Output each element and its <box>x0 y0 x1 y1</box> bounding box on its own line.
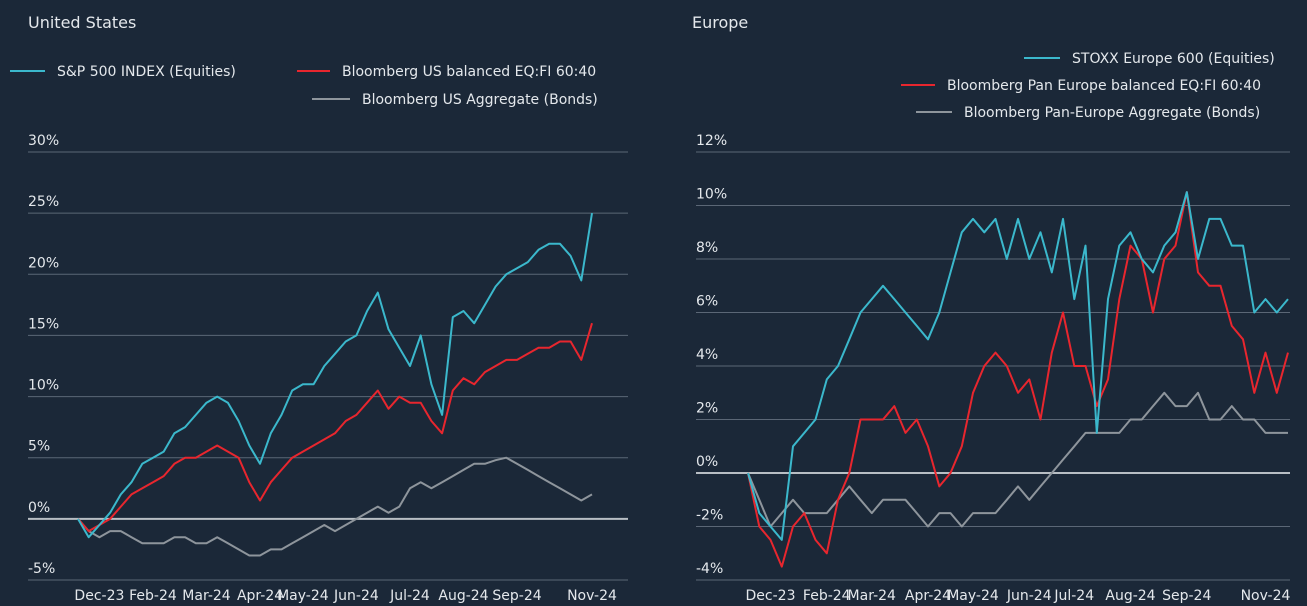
chart-title: Europe <box>692 13 748 32</box>
series-line <box>747 191 1289 541</box>
x-tick-label: Feb-24 <box>803 588 851 604</box>
x-tick-label: May-24 <box>947 588 999 604</box>
x-tick-label: Jul-24 <box>1053 588 1094 604</box>
x-tick-label: Jun-24 <box>1006 588 1052 604</box>
y-tick-label: 10% <box>696 187 727 203</box>
y-tick-label: 30% <box>28 133 59 149</box>
x-tick-label: Aug-24 <box>438 588 488 604</box>
y-tick-label: -2% <box>696 508 723 524</box>
y-tick-label: 0% <box>696 454 718 470</box>
x-tick-label: Mar-24 <box>182 588 230 604</box>
y-tick-label: 10% <box>28 378 59 394</box>
legend-label: Bloomberg US balanced EQ:FI 60:40 <box>342 64 596 80</box>
y-tick-label: 4% <box>696 347 718 363</box>
x-tick-label: Apr-24 <box>237 588 283 604</box>
y-tick-label: 25% <box>28 194 59 210</box>
legend-label: Bloomberg Pan-Europe Aggregate (Bonds) <box>964 105 1260 121</box>
x-tick-label: Apr-24 <box>905 588 951 604</box>
x-tick-label: Sep-24 <box>492 588 541 604</box>
x-tick-label: Mar-24 <box>848 588 896 604</box>
y-tick-label: -4% <box>696 561 723 577</box>
x-tick-label: Sep-24 <box>1162 588 1211 604</box>
x-tick-label: Jun-24 <box>333 588 379 604</box>
x-tick-label: Jul-24 <box>389 588 430 604</box>
series-line <box>77 322 593 533</box>
y-tick-label: 6% <box>696 294 718 310</box>
legend-label: Bloomberg Pan Europe balanced EQ:FI 60:4… <box>947 78 1261 94</box>
legend-label: S&P 500 INDEX (Equities) <box>57 64 236 80</box>
x-tick-label: Feb-24 <box>129 588 177 604</box>
legend-label: STOXX Europe 600 (Equities) <box>1072 51 1275 67</box>
y-tick-label: 0% <box>28 500 50 516</box>
y-tick-label: 12% <box>696 133 727 149</box>
series-line <box>747 391 1288 528</box>
x-tick-label: Aug-24 <box>1105 588 1155 604</box>
y-tick-label: 20% <box>28 255 59 271</box>
y-tick-label: 15% <box>28 316 59 332</box>
y-tick-label: 8% <box>696 240 718 256</box>
y-tick-label: 5% <box>28 439 50 455</box>
series-line <box>77 456 593 557</box>
y-tick-label: 2% <box>696 401 718 417</box>
x-tick-label: Dec-23 <box>74 588 124 604</box>
series-line <box>77 212 593 539</box>
x-tick-label: Nov-24 <box>1241 588 1291 604</box>
x-tick-label: Nov-24 <box>567 588 617 604</box>
x-tick-label: Dec-23 <box>746 588 796 604</box>
x-tick-label: May-24 <box>277 588 329 604</box>
y-tick-label: -5% <box>28 561 55 577</box>
series-line <box>747 191 1289 568</box>
legend-label: Bloomberg US Aggregate (Bonds) <box>362 92 598 108</box>
chart-title: United States <box>28 13 136 32</box>
